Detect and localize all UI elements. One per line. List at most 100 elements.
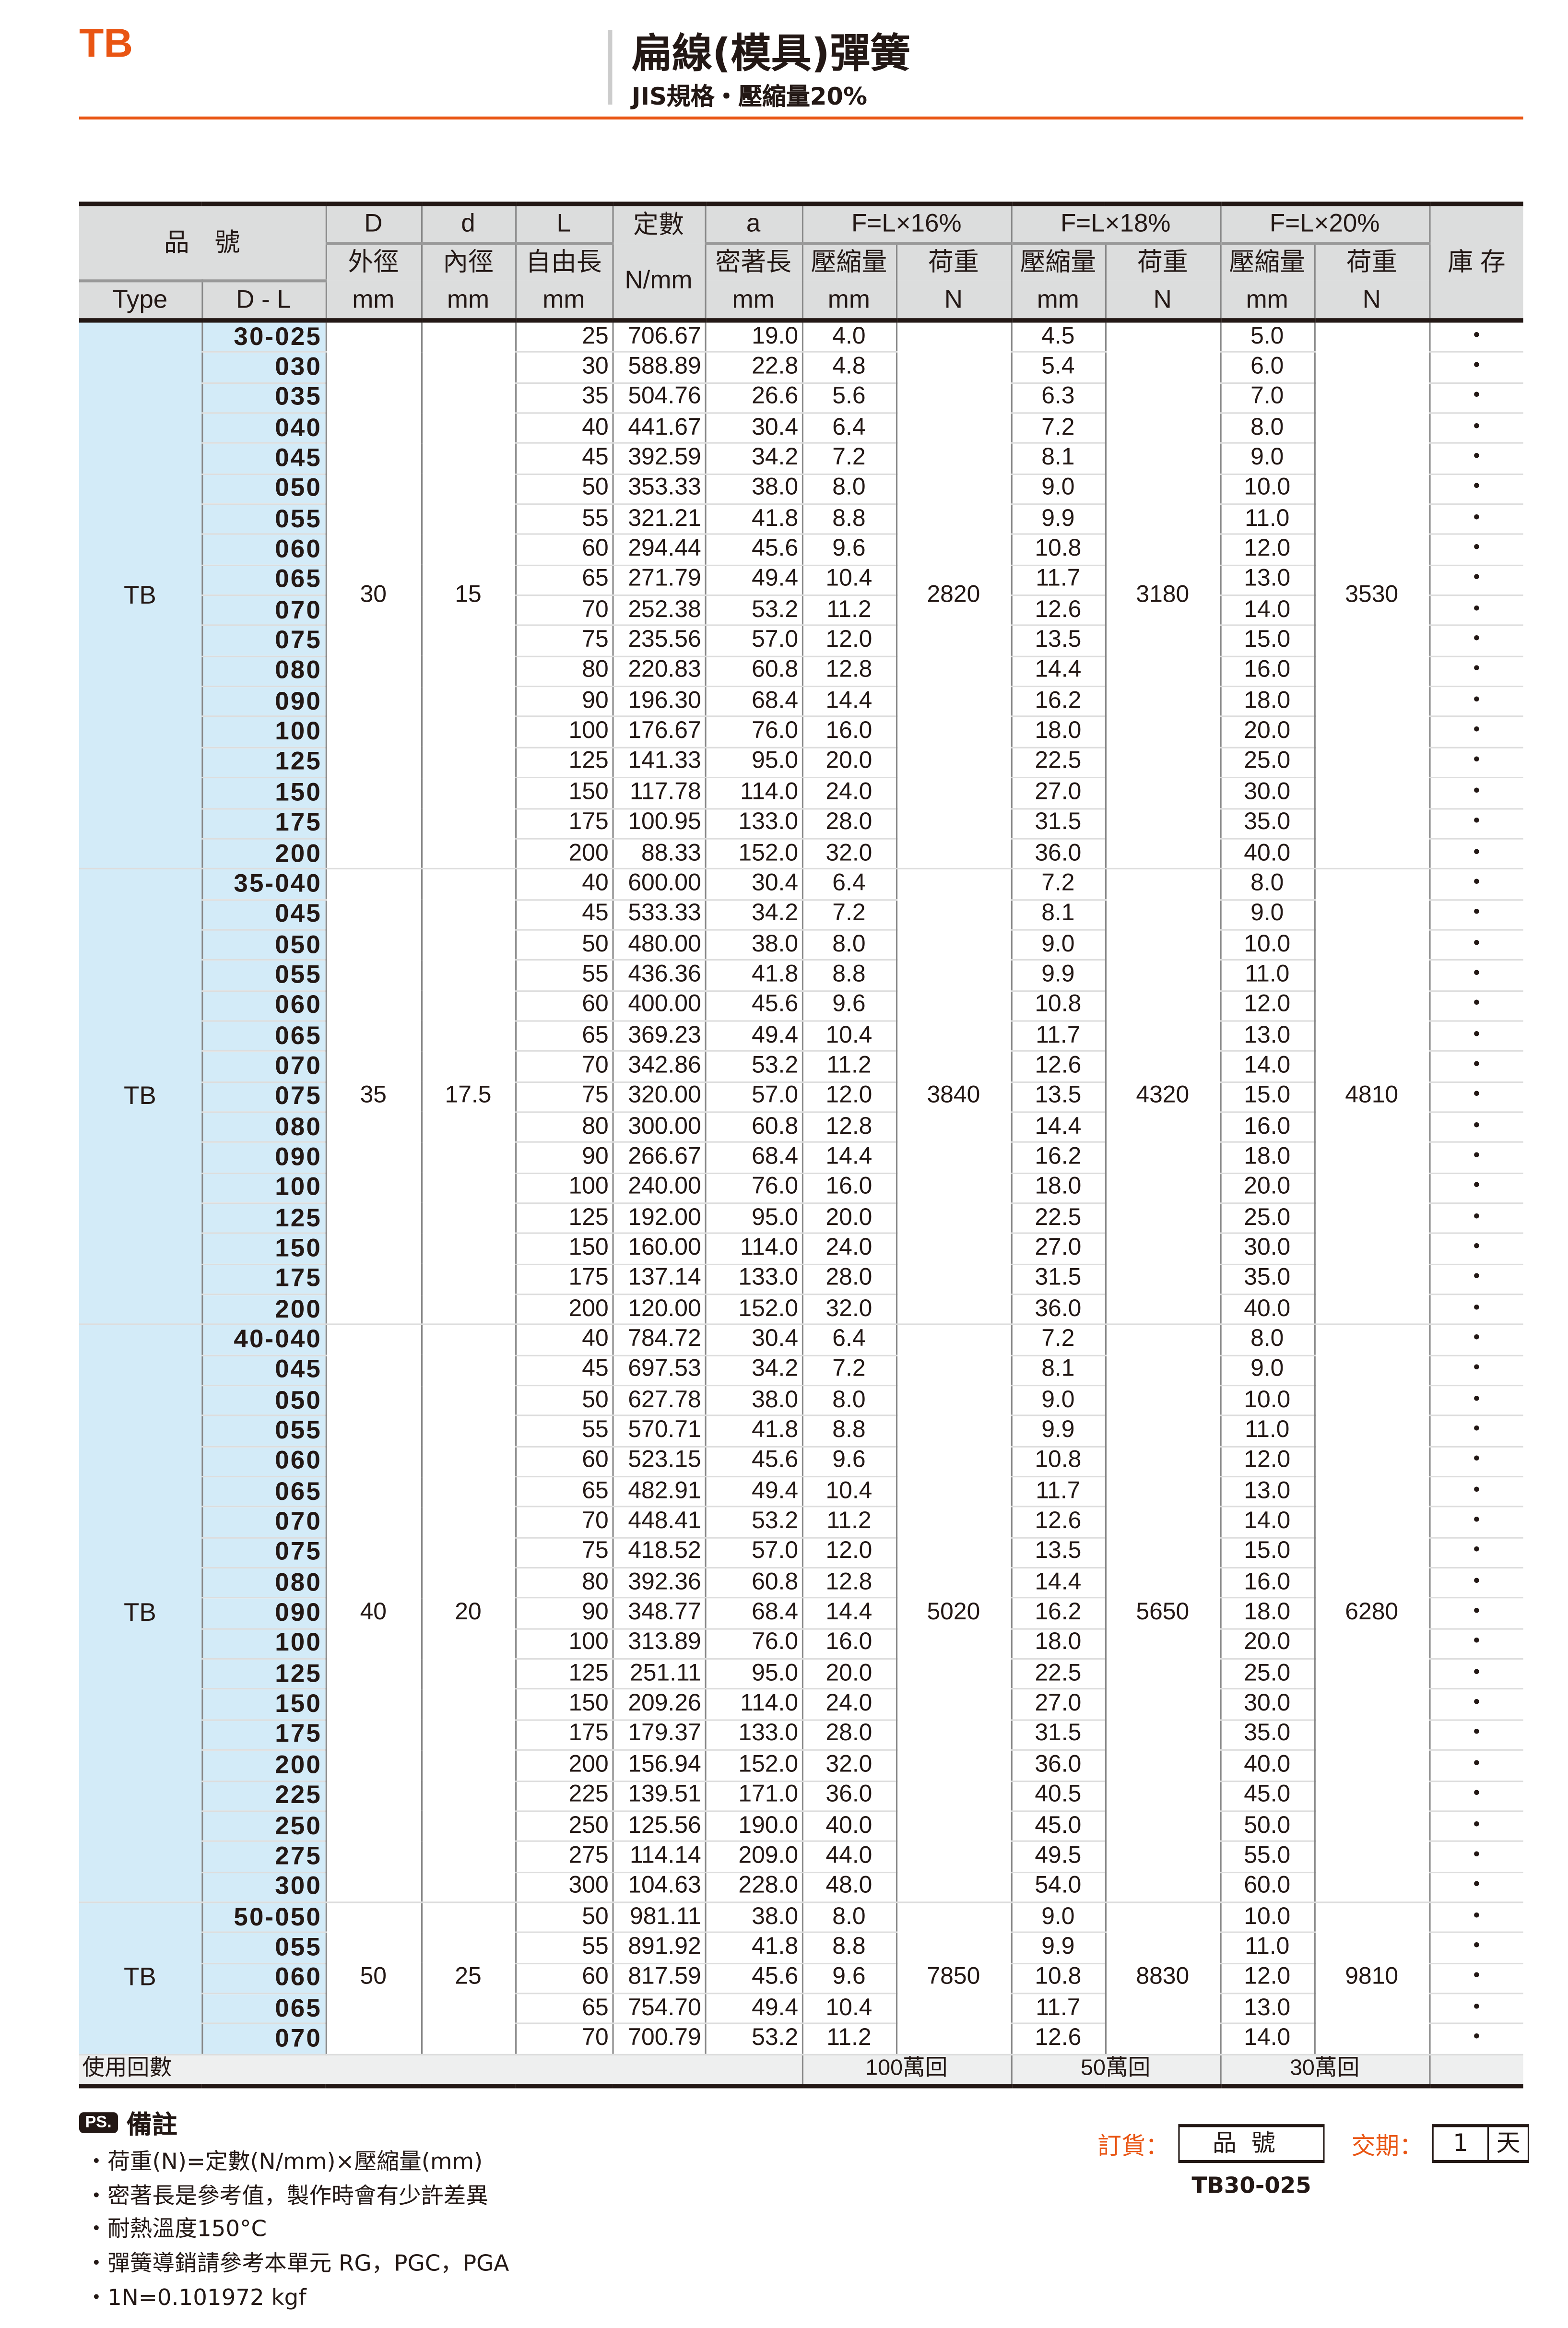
stock-cell: ・ <box>1428 1963 1523 1995</box>
outer-dia-cell: 40 <box>325 1324 421 1903</box>
constant-cell: 392.59 <box>611 443 705 475</box>
comp20-cell: 11.0 <box>1219 1416 1314 1447</box>
stock-cell: ・ <box>1428 534 1523 566</box>
part-dl-cell: 250 <box>200 1811 326 1842</box>
header-D: D <box>325 202 421 245</box>
note-item: ・荷重(N)=定數(N/mm)×壓縮量(mm) <box>85 2148 483 2175</box>
free-length-cell: 60 <box>514 990 613 1022</box>
free-length-cell: 50 <box>514 1385 613 1417</box>
free-length-cell: 60 <box>514 1963 613 1995</box>
free-length-cell: 300 <box>514 1872 613 1903</box>
comp20-cell: 25.0 <box>1219 1659 1314 1690</box>
stock-cell: ・ <box>1428 1750 1523 1782</box>
comp16-cell: 8.8 <box>801 1932 896 1964</box>
comp16-cell: 8.0 <box>801 474 896 505</box>
free-length-cell: 65 <box>514 1021 613 1052</box>
table-row: 150 150 209.26 114.0 24.0 27.0 30.0 ・ <box>79 1689 1523 1721</box>
solid-length-cell: 171.0 <box>704 1781 802 1812</box>
comp16-cell: 11.2 <box>801 595 896 627</box>
comp18-cell: 7.2 <box>1010 1324 1105 1356</box>
comp16-cell: 28.0 <box>801 808 896 840</box>
constant-cell: 600.00 <box>611 868 705 900</box>
header-d: d <box>420 202 516 245</box>
constant-cell: 369.23 <box>611 1021 705 1052</box>
solid-length-cell: 95.0 <box>704 747 802 779</box>
part-dl-cell: 125 <box>200 747 326 779</box>
part-dl-cell: 090 <box>200 1598 326 1629</box>
comp18-cell: 12.6 <box>1010 2023 1105 2055</box>
comp16-cell: 24.0 <box>801 1689 896 1721</box>
part-dl-cell: 045 <box>200 443 326 475</box>
header-part-number: 品 號 <box>79 202 326 283</box>
constant-cell: 313.89 <box>611 1628 705 1660</box>
free-length-cell: 65 <box>514 1476 613 1508</box>
comp18-cell: 9.0 <box>1010 1385 1105 1417</box>
solid-length-cell: 38.0 <box>704 1901 802 1934</box>
free-length-cell: 55 <box>514 1416 613 1447</box>
comp20-cell: 20.0 <box>1219 1173 1314 1204</box>
comp18-cell: 18.0 <box>1010 717 1105 748</box>
part-dl-cell: 055 <box>200 1932 326 1964</box>
comp20-cell: 25.0 <box>1219 1203 1314 1235</box>
part-dl-cell: 060 <box>200 1446 326 1478</box>
comp18-cell: 13.5 <box>1010 1081 1105 1113</box>
free-length-cell: 40 <box>514 1324 613 1356</box>
solid-length-cell: 53.2 <box>704 2023 802 2055</box>
comp16-cell: 14.4 <box>801 1598 896 1629</box>
outer-dia-cell: 35 <box>325 868 421 1326</box>
stock-cell: ・ <box>1428 1628 1523 1660</box>
inner-dia-cell: 25 <box>420 1901 516 2055</box>
comp20-cell: 18.0 <box>1219 686 1314 718</box>
stock-cell: ・ <box>1428 2023 1523 2055</box>
stock-cell: ・ <box>1428 1507 1523 1538</box>
comp20-cell: 12.0 <box>1219 990 1314 1022</box>
comp18-cell: 27.0 <box>1010 1689 1105 1721</box>
solid-length-cell: 34.2 <box>704 443 802 475</box>
solid-length-cell: 53.2 <box>704 1051 802 1082</box>
free-length-cell: 75 <box>514 1537 613 1569</box>
comp18-cell: 54.0 <box>1010 1872 1105 1903</box>
comp16-cell: 8.8 <box>801 504 896 535</box>
note-item: ・彈簧導銷請參考本單元 RG，PGC，PGA <box>85 2250 509 2277</box>
part-dl-cell: 070 <box>200 1507 326 1538</box>
delivery-box: 1 天 <box>1432 2124 1530 2163</box>
stock-cell: ・ <box>1428 808 1523 840</box>
table-row: 065 65 271.79 49.4 10.4 11.7 13.0 ・ <box>79 565 1523 596</box>
constant-cell: 523.15 <box>611 1446 705 1478</box>
header-a: a <box>704 202 802 245</box>
comp20-cell: 35.0 <box>1219 1264 1314 1295</box>
stock-cell: ・ <box>1428 1901 1523 1934</box>
stock-cell: ・ <box>1428 1993 1523 2025</box>
stock-cell: ・ <box>1428 626 1523 657</box>
inner-dia-cell: 15 <box>420 320 516 870</box>
comp18-cell: 6.3 <box>1010 382 1105 414</box>
comp18-cell: 8.1 <box>1010 899 1105 931</box>
comp16-cell: 11.2 <box>801 2023 896 2055</box>
header-load18: 荷重 <box>1104 243 1220 281</box>
constant-cell: 196.30 <box>611 686 705 718</box>
comp20-cell: 9.0 <box>1219 1355 1314 1387</box>
comp18-cell: 11.7 <box>1010 565 1105 596</box>
load20-cell: 3530 <box>1313 320 1429 870</box>
comp18-cell: 11.7 <box>1010 1993 1105 2025</box>
table-row: 200 200 120.00 152.0 32.0 36.0 40.0 ・ <box>79 1294 1523 1326</box>
free-length-cell: 55 <box>514 1932 613 1964</box>
unit-comp20: mm <box>1219 281 1314 323</box>
comp18-cell: 9.9 <box>1010 504 1105 535</box>
comp18-cell: 9.9 <box>1010 960 1105 991</box>
part-dl-cell: 150 <box>200 777 326 809</box>
constant-cell: 240.00 <box>611 1173 705 1204</box>
comp16-cell: 12.8 <box>801 1112 896 1143</box>
part-dl-cell: 175 <box>200 808 326 840</box>
comp20-cell: 18.0 <box>1219 1598 1314 1629</box>
table-row: 125 125 141.33 95.0 20.0 22.5 25.0 ・ <box>79 747 1523 779</box>
free-length-cell: 200 <box>514 1294 613 1326</box>
free-length-cell: 125 <box>514 1203 613 1235</box>
solid-length-cell: 30.4 <box>704 868 802 900</box>
header-stock: 庫 存 <box>1428 202 1523 323</box>
free-length-cell: 125 <box>514 1659 613 1690</box>
solid-length-cell: 41.8 <box>704 1416 802 1447</box>
stock-cell: ・ <box>1428 320 1523 353</box>
load18-cell: 8830 <box>1104 1901 1220 2055</box>
header-f20: F=L×20% <box>1219 202 1429 245</box>
